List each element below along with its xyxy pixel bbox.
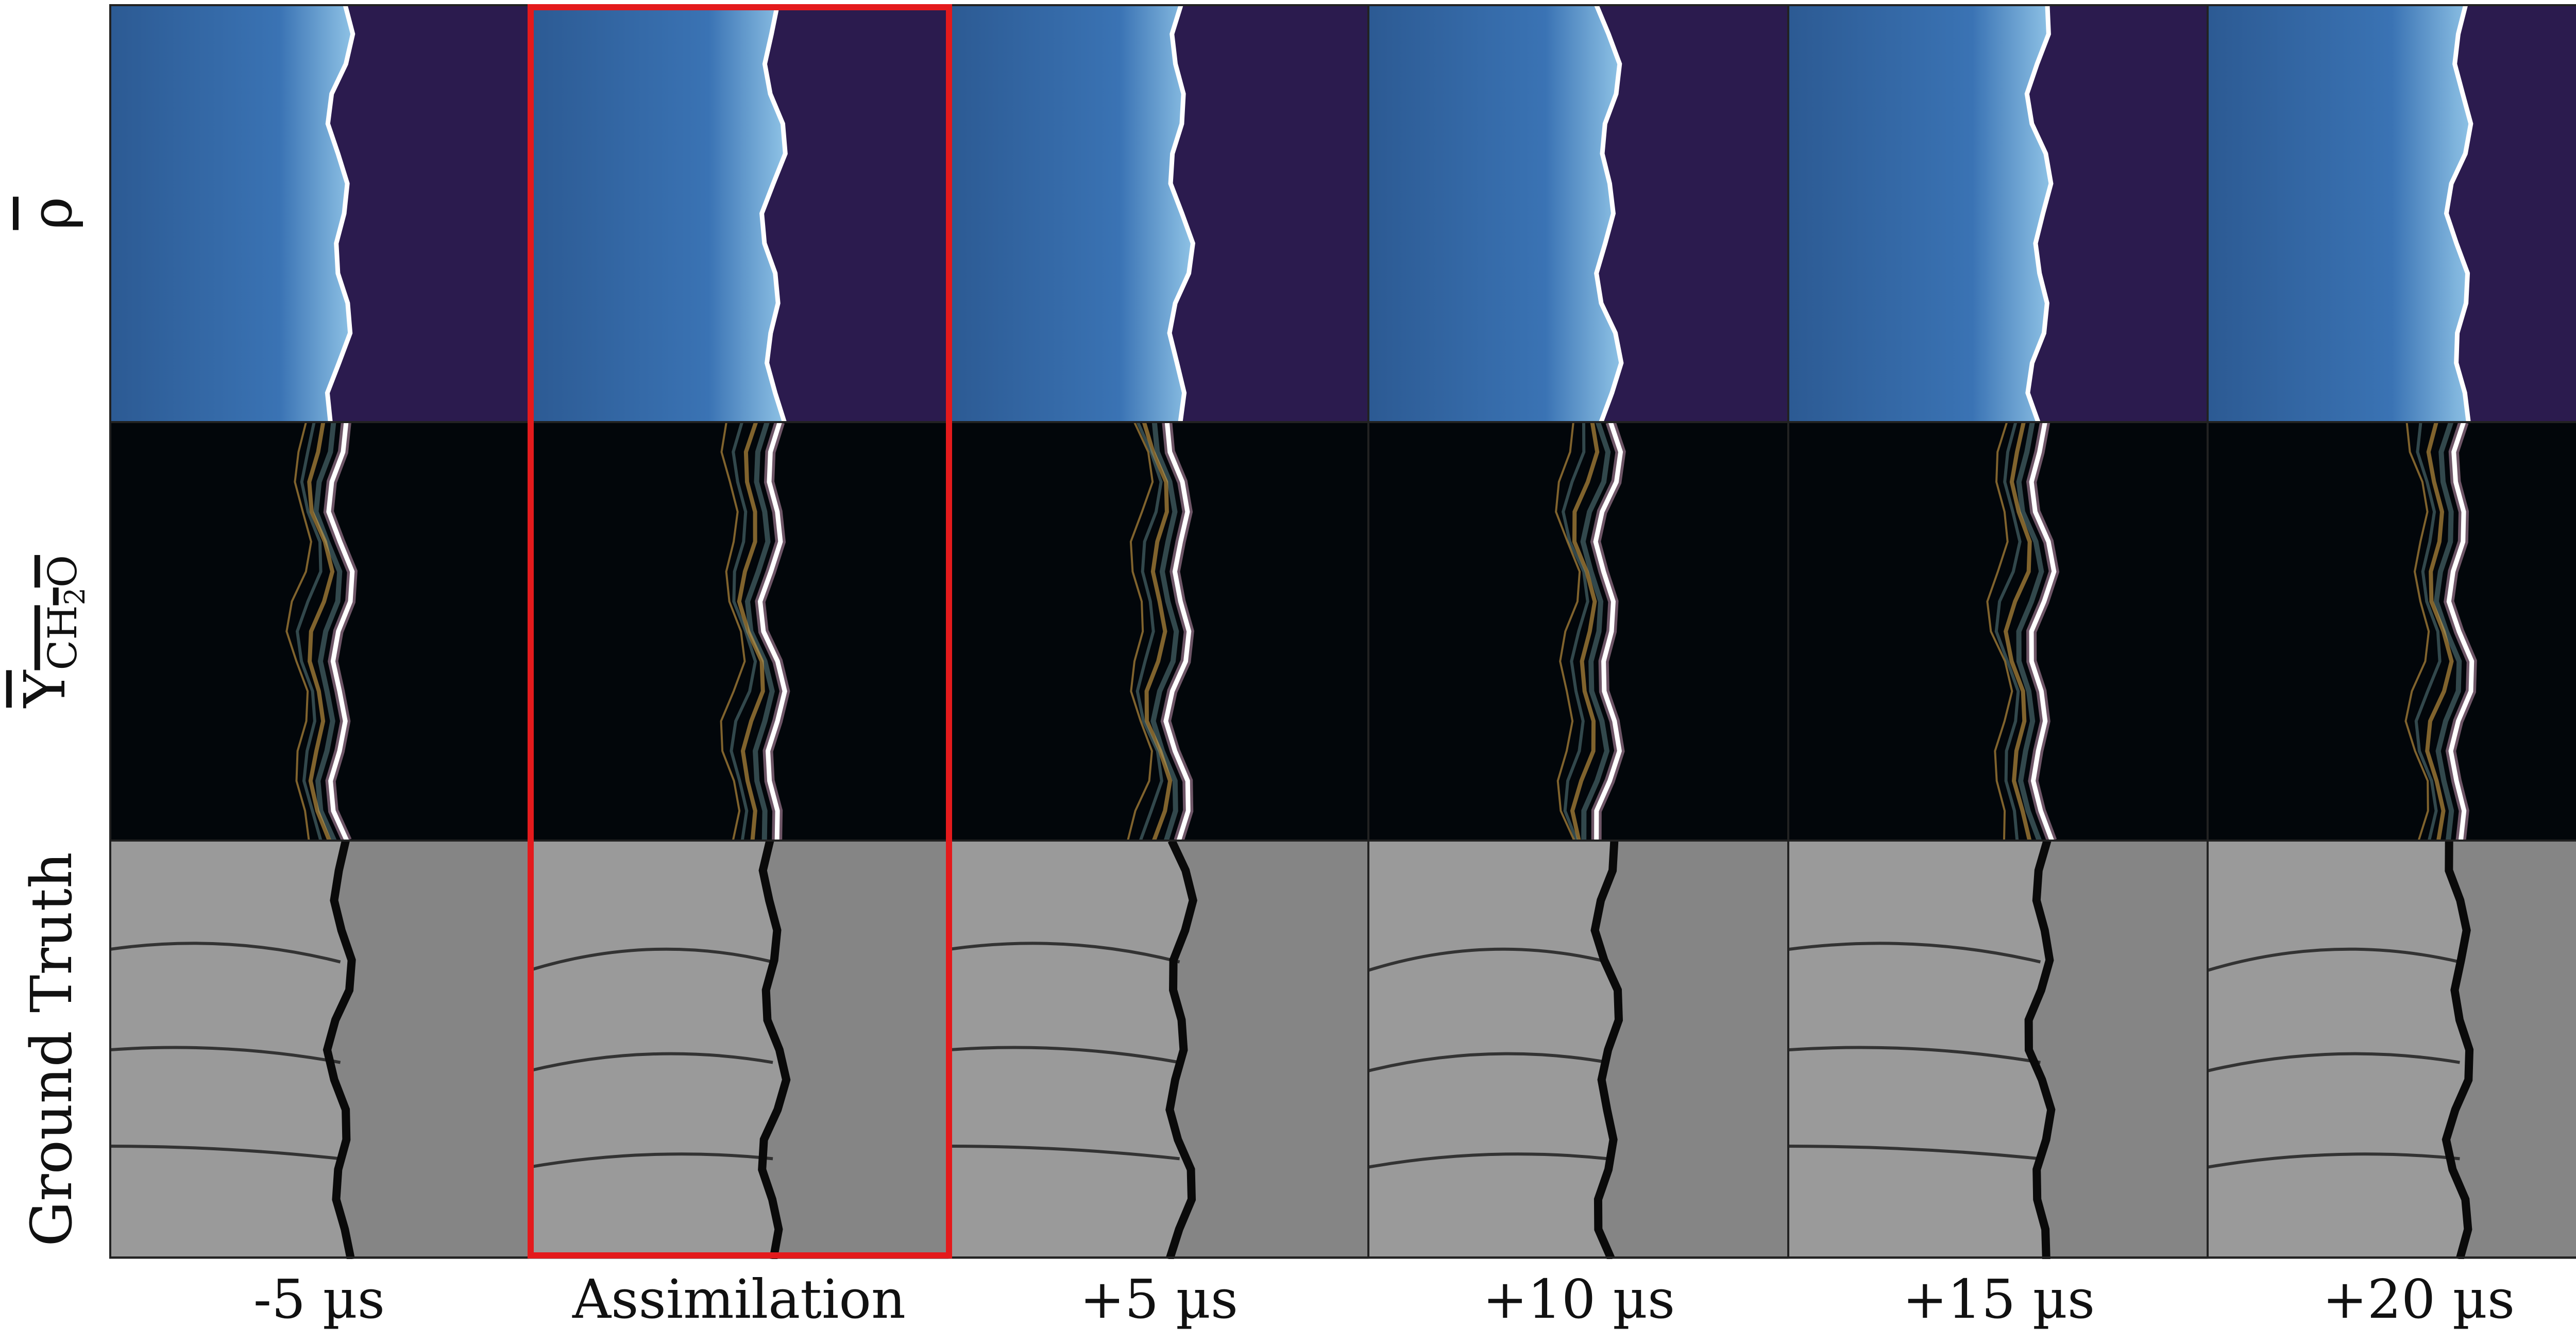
shock-front-line [2028, 841, 2051, 1259]
col-label-plus10: +10 µs [1482, 1268, 1675, 1331]
flame-front-line [2449, 422, 2472, 841]
grid-vline [1367, 4, 1369, 1259]
shock-front-line [327, 841, 352, 1259]
shock-front-line [1170, 841, 1193, 1259]
panel-ground-truth-1 [109, 840, 530, 1259]
panel-ground-truth-2 [529, 840, 950, 1259]
flame-front-line [1166, 422, 1189, 841]
ych2o-main: Y [11, 669, 78, 708]
density-symbol: ρ [19, 196, 84, 230]
grid-vline [947, 4, 950, 1259]
panel-species-3 [948, 422, 1369, 841]
col-label-plus15: +15 µs [1902, 1268, 2095, 1331]
panel-density-3 [948, 4, 1369, 423]
panel-ground-truth-3 [948, 840, 1369, 1259]
panel-ground-truth-4 [1368, 840, 1789, 1259]
grid-vline [528, 4, 530, 1259]
panel-species-1 [109, 422, 530, 841]
flame-front-line [2027, 4, 2051, 423]
row-label-density: ρ [0, 4, 103, 422]
panel-ground-truth-6 [2208, 840, 2576, 1259]
ych2o-sub2: 2 [59, 587, 92, 605]
panel-density-4 [1368, 4, 1789, 423]
grid-hline [109, 839, 2576, 842]
panel-density-1 [109, 4, 530, 423]
col-label-assimilation: Assimilation [572, 1268, 906, 1331]
flame-front-line [1596, 422, 1621, 841]
flame-front-line [761, 4, 785, 423]
ych2o-tail: O [40, 555, 86, 588]
flame-front-line [1170, 4, 1193, 423]
col-label-plus20: +20 µs [2322, 1268, 2515, 1331]
flame-front-line [1596, 4, 1621, 423]
panel-species-5 [1788, 422, 2209, 841]
row-label-ground-truth: Ground Truth [0, 840, 103, 1259]
ground-truth-label: Ground Truth [19, 852, 84, 1247]
panel-species-4 [1368, 422, 1789, 841]
flame-front-line [329, 422, 352, 841]
panel-ground-truth-5 [1788, 840, 2209, 1259]
ych2o-sub: CH [40, 605, 86, 670]
panel-species-2 [529, 422, 950, 841]
flame-front-line [2447, 4, 2471, 423]
flame-front-line [327, 4, 352, 423]
grid-vline [1787, 4, 1789, 1259]
panel-species-6 [2208, 422, 2576, 841]
col-label-plus5: +5 µs [1079, 1268, 1239, 1331]
col-label-minus5: -5 µs [253, 1268, 385, 1331]
shock-front-line [2446, 841, 2469, 1259]
panel-density-5 [1788, 4, 2209, 423]
flame-front-line [2031, 422, 2054, 841]
flame-front-line [760, 422, 785, 841]
row-label-ych2o: YCH2O [0, 422, 103, 840]
panel-density-6 [2208, 4, 2576, 423]
shock-front-line [1595, 841, 1619, 1259]
shock-front-line [762, 841, 786, 1259]
panel-density-2 [529, 4, 950, 423]
grid-vline [2207, 4, 2209, 1259]
grid-hline [109, 421, 2576, 424]
